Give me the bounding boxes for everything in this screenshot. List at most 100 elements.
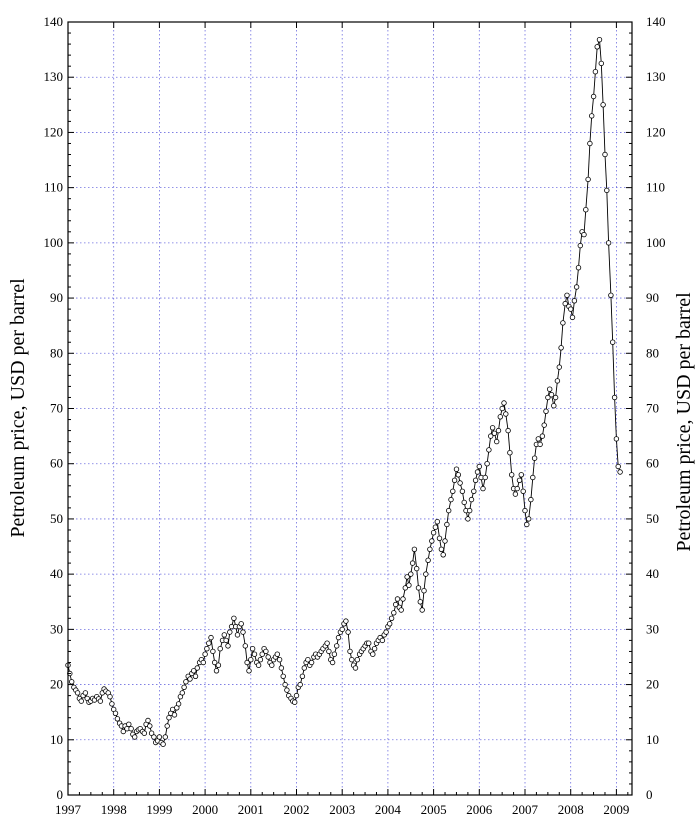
y-tick-label-right: 100	[646, 235, 666, 250]
data-point	[499, 405, 505, 412]
data-point	[234, 632, 241, 638]
data-point	[82, 690, 89, 696]
data-point	[531, 455, 538, 461]
data-point	[259, 651, 265, 657]
axes: 0 0 10 10 20 20 30 30 40 40 50 50 60 60 70 70 80 80 90 90 10…	[44, 14, 666, 817]
data-point	[120, 728, 126, 735]
x-tick-label: 2009	[603, 802, 629, 817]
data-point	[575, 265, 582, 271]
data-point	[476, 463, 482, 470]
data-point	[503, 411, 509, 417]
data-point	[383, 629, 389, 635]
data-point	[482, 474, 488, 481]
data-point	[459, 488, 466, 494]
data-point	[484, 461, 490, 467]
data-point	[217, 646, 223, 652]
data-point	[404, 574, 410, 580]
data-point	[512, 491, 519, 497]
data-point	[331, 651, 338, 657]
data-point	[354, 657, 360, 663]
data-point	[249, 646, 256, 652]
data-point	[223, 637, 229, 644]
data-point	[605, 240, 612, 246]
data-point	[577, 242, 583, 249]
data-point	[265, 654, 271, 660]
y-tick-label-left: 20	[50, 677, 63, 692]
data-point	[192, 673, 199, 679]
data-point	[175, 701, 182, 707]
data-point	[596, 37, 603, 43]
data-point	[573, 284, 580, 290]
data-point	[206, 640, 212, 646]
data-point	[585, 176, 591, 183]
data-point	[453, 466, 460, 472]
data-point	[461, 499, 467, 506]
data-point	[446, 507, 452, 514]
y-tick-label-right: 50	[646, 511, 659, 526]
data-point	[211, 659, 218, 666]
x-tick-label: 2007	[512, 802, 539, 817]
data-point	[179, 690, 185, 696]
data-point	[514, 485, 520, 492]
data-point	[425, 557, 431, 563]
data-point	[608, 292, 614, 298]
data-point	[190, 668, 197, 674]
x-tick-label: 2000	[192, 802, 218, 817]
data-point	[432, 524, 439, 530]
data-point	[301, 665, 307, 671]
data-point	[568, 306, 574, 312]
data-point	[471, 488, 477, 494]
data-point	[160, 741, 166, 747]
y-tick-label-left: 60	[50, 456, 63, 471]
data-point	[610, 339, 616, 345]
data-point	[335, 634, 342, 641]
data-point	[547, 386, 553, 392]
data-point	[156, 734, 163, 740]
x-tick-label: 2008	[558, 802, 584, 817]
data-point	[569, 314, 576, 321]
data-point	[611, 394, 618, 401]
y-tick-label-left: 0	[57, 787, 64, 802]
data-point	[297, 681, 303, 688]
x-tick-label: 2002	[284, 802, 310, 817]
data-point	[457, 480, 463, 486]
y-tick-label-left: 100	[44, 235, 64, 250]
y-tick-label-left: 50	[50, 511, 63, 526]
data-point	[543, 408, 549, 414]
data-point	[194, 665, 200, 671]
data-point	[164, 723, 170, 729]
data-point	[495, 427, 502, 434]
data-point	[509, 472, 515, 478]
data-point	[455, 472, 461, 478]
data-point	[472, 477, 479, 483]
data-point	[343, 618, 349, 624]
data-point	[489, 425, 496, 431]
data-point	[598, 60, 604, 67]
data-point	[474, 469, 481, 475]
data-point	[326, 648, 332, 655]
data-point	[308, 659, 315, 666]
data-point	[292, 699, 298, 705]
data-point	[251, 651, 258, 657]
data-point	[486, 447, 492, 453]
data-point	[394, 596, 401, 602]
data-point	[162, 734, 168, 740]
y-axis-title-right: Petroleum price, USD per barrel	[673, 292, 695, 552]
data-point	[571, 298, 578, 304]
data-point	[293, 692, 300, 699]
data-point	[537, 441, 543, 448]
data-point	[210, 648, 216, 655]
data-point	[183, 679, 189, 685]
x-tick-label: 2004	[375, 802, 402, 817]
data-point	[423, 571, 429, 577]
data-point	[112, 710, 119, 716]
data-point	[225, 643, 231, 649]
data-point	[581, 231, 587, 238]
data-point	[465, 516, 471, 522]
y-tick-label-right: 110	[646, 180, 665, 195]
y-tick-label-left: 80	[50, 345, 63, 360]
data-point	[409, 560, 416, 566]
data-point	[467, 507, 473, 514]
data-point	[589, 113, 595, 119]
